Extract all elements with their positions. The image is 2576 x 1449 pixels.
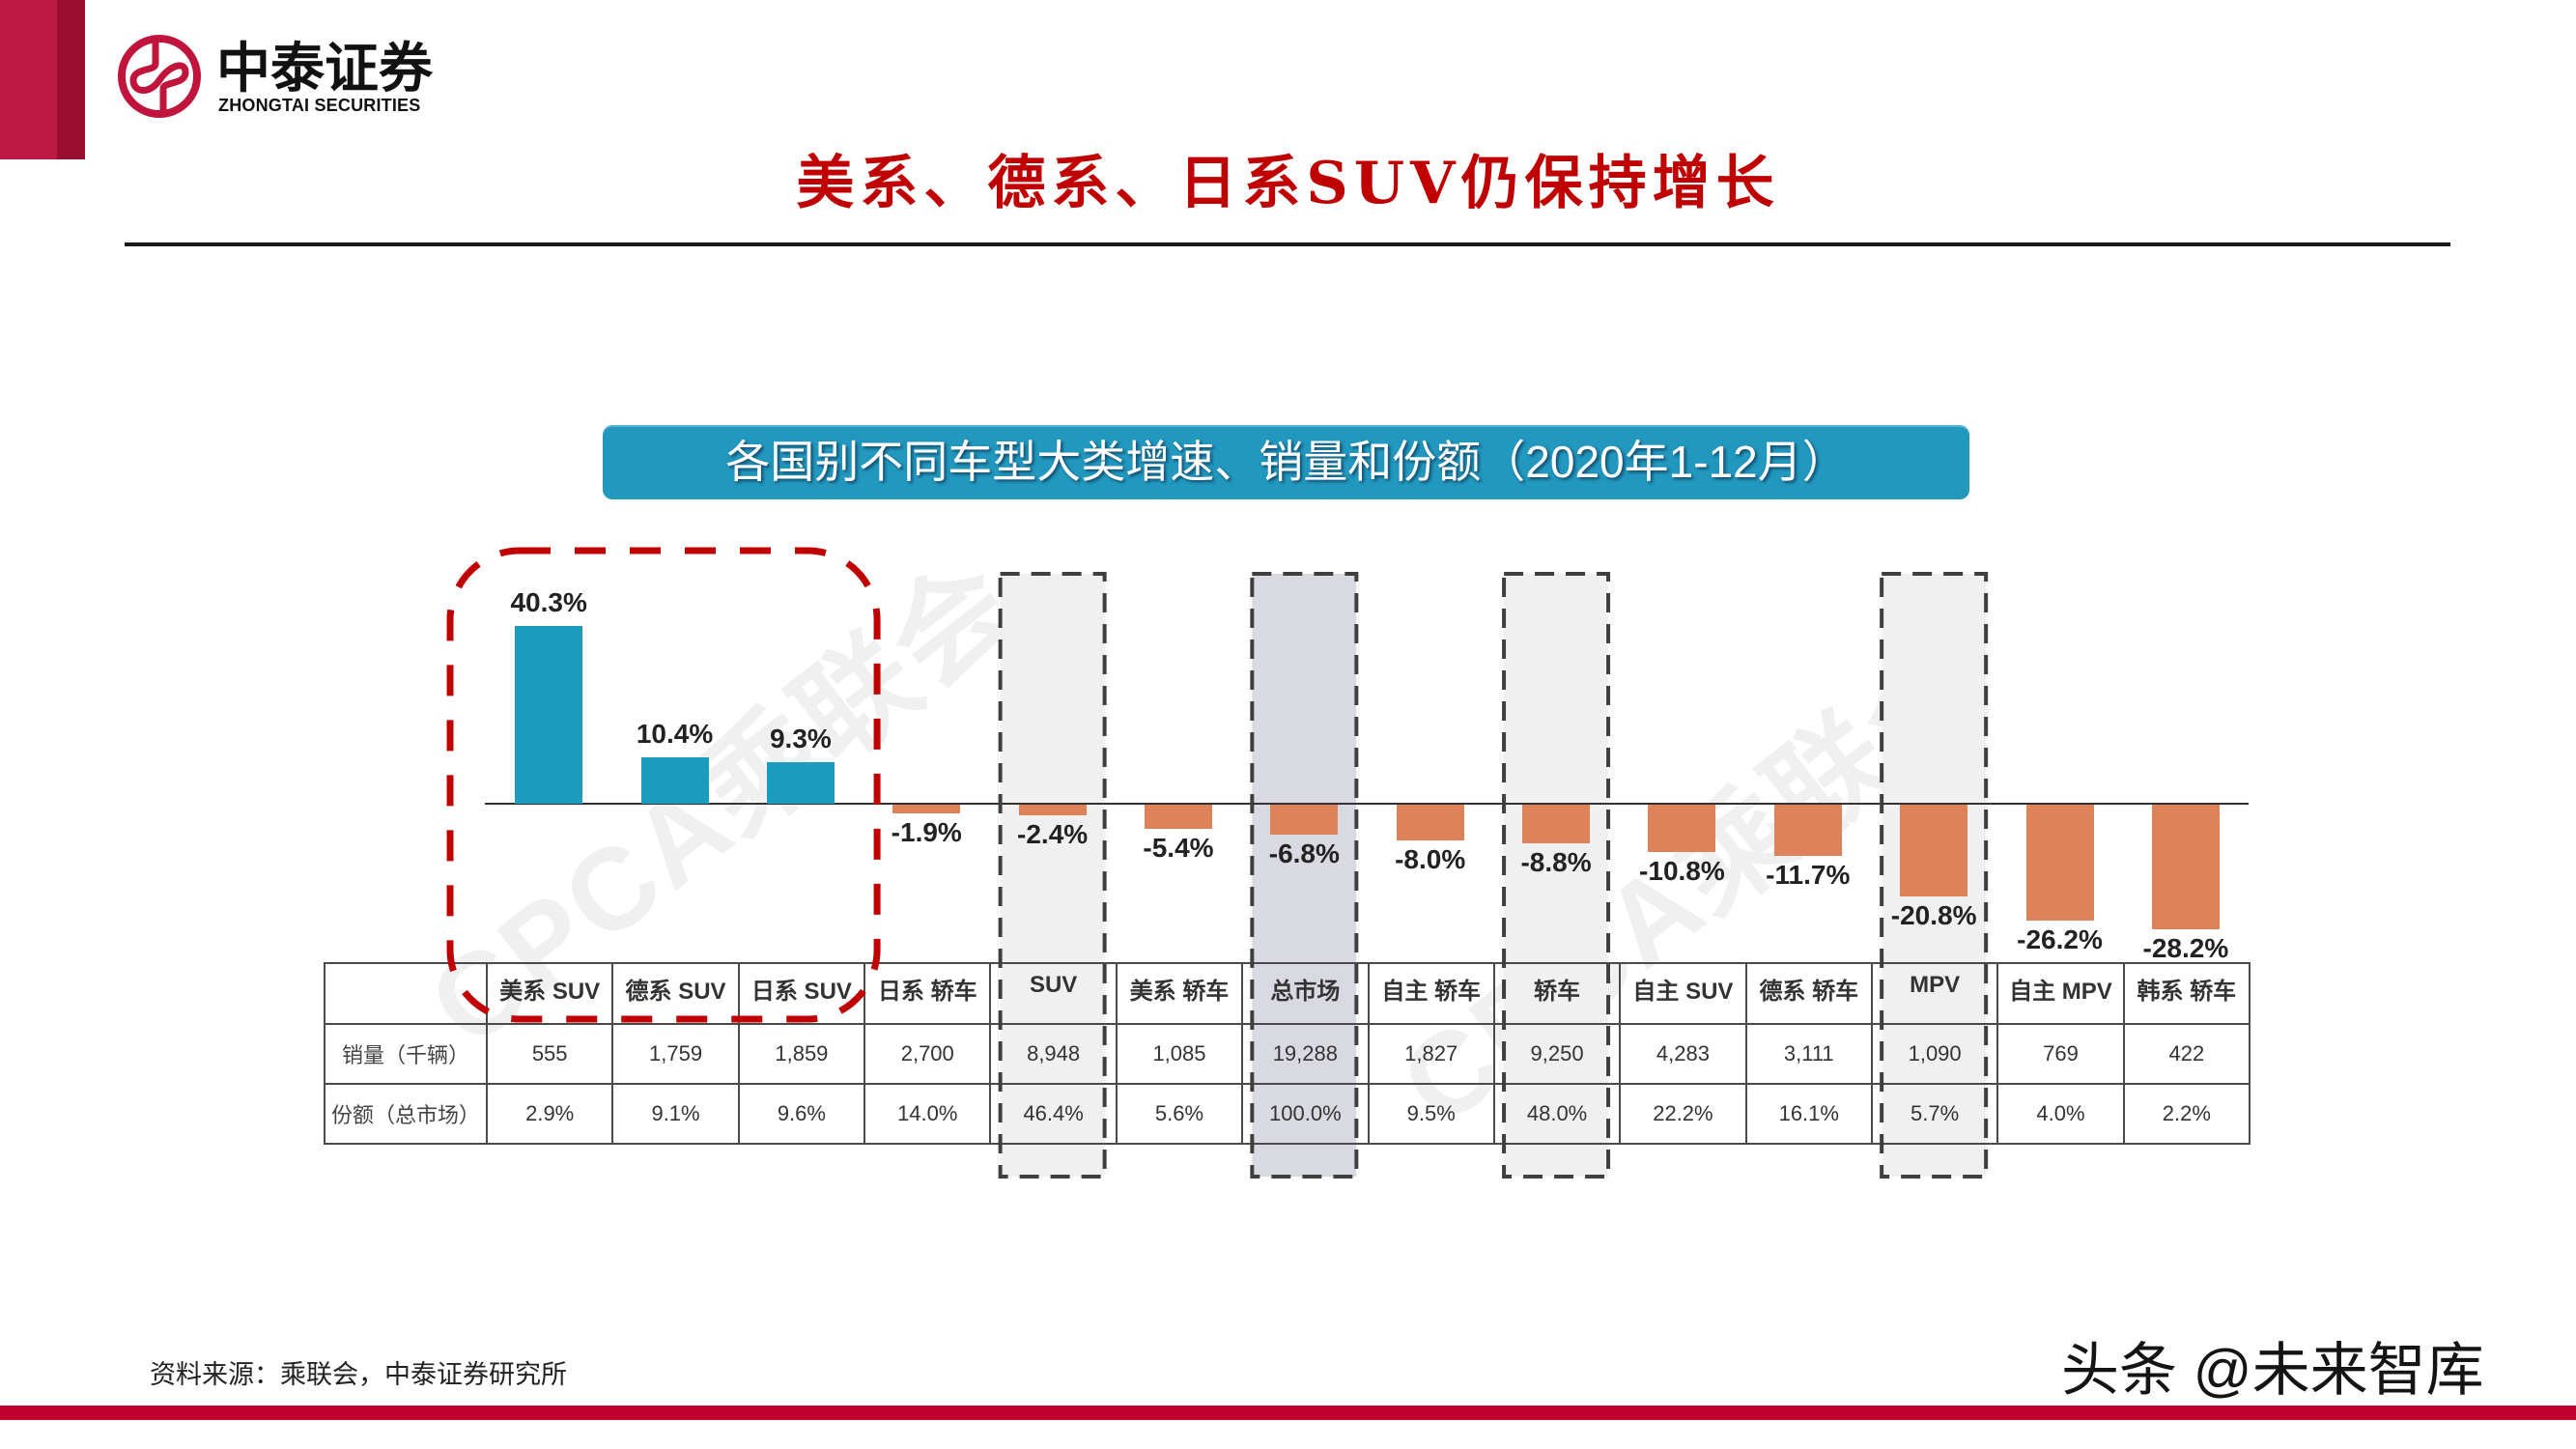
table-row: 份额（总市场） 2.9% 9.1% 9.6% 14.0% 46.4% 5.6% 100.0% 9…	[324, 1083, 2251, 1145]
table-cell: 2.9%	[485, 1083, 614, 1145]
table-cell: 1,090	[1870, 1023, 1999, 1085]
column-header: 总市场	[1241, 962, 1370, 1025]
brand-bar	[0, 0, 57, 159]
bar-value-label: -11.7%	[1766, 860, 1851, 891]
column-header: 自主 MPV	[1996, 962, 2125, 1025]
column-header: 轿车	[1492, 962, 1622, 1025]
row-label: 份额（总市场）	[324, 1083, 488, 1145]
table-cell: 14.0%	[863, 1083, 992, 1145]
table-cell: 5.6%	[1115, 1083, 1244, 1145]
bar-negative	[1522, 805, 1591, 844]
bar-value-label: 9.3%	[769, 724, 832, 754]
table-cell: 9,250	[1492, 1023, 1622, 1085]
bar-value-label: 40.3%	[510, 586, 587, 617]
footer-watermark: 头条 @未来智库	[2061, 1338, 2484, 1403]
zero-axis-line	[485, 803, 2249, 805]
table-cell: 19,288	[1241, 1023, 1370, 1085]
bar-value-label: -8.0%	[1395, 843, 1466, 874]
bar-value-label: -10.8%	[1639, 856, 1725, 887]
column-header: 美系 轿车	[1115, 962, 1244, 1025]
column-header: 自主 轿车	[1367, 962, 1495, 1025]
bar-negative	[892, 805, 961, 813]
bar-negative	[1900, 805, 1968, 897]
bar-negative	[1144, 805, 1212, 829]
bar-negative	[2151, 805, 2220, 929]
chart-title-banner: 各国别不同车型大类增速、销量和份额（2020年1-12月）	[603, 425, 1969, 499]
bar-value-label: -26.2%	[2017, 923, 2103, 954]
table-cell: 8,948	[989, 1023, 1118, 1085]
table-cell: 48.0%	[1492, 1083, 1622, 1145]
table-cell: 769	[1996, 1023, 2125, 1085]
bar-negative	[1018, 805, 1087, 815]
table-cell: 4,283	[1619, 1023, 1747, 1085]
row-label: 销量（千辆）	[324, 1023, 488, 1085]
column-header: MPV	[1870, 962, 1999, 1025]
column-header: 美系 SUV	[485, 962, 614, 1025]
table-row: 销量（千辆） 555 1,759 1,859 2,700 8,948 1,085 19,288…	[324, 1023, 2251, 1085]
bar-value-label: -1.9%	[891, 816, 962, 847]
bar-positive	[766, 762, 835, 804]
table-cell: 1,827	[1367, 1023, 1495, 1085]
bar-value-label: -5.4%	[1143, 832, 1214, 863]
bar-value-label: 10.4%	[636, 719, 714, 750]
table-cell: 1,759	[611, 1023, 740, 1085]
table-cell: 3,111	[1744, 1023, 1873, 1085]
brand-bar-dark	[57, 0, 85, 159]
table-cell: 9.1%	[611, 1083, 740, 1145]
column-header: 自主 SUV	[1619, 962, 1747, 1025]
table-cell: 2,700	[863, 1023, 992, 1085]
table-cell: 100.0%	[1241, 1083, 1370, 1145]
bar-negative	[1648, 805, 1716, 853]
bar-positive	[515, 625, 583, 804]
column-header: 韩系 轿车	[2122, 962, 2251, 1025]
table-cell: 9.5%	[1367, 1083, 1495, 1145]
column-header: 日系 轿车	[863, 962, 992, 1025]
bar-value-label: -28.2%	[2142, 932, 2229, 963]
table-cell: 22.2%	[1619, 1083, 1747, 1145]
title-divider	[125, 242, 2450, 246]
table-header-row: 美系 SUV 德系 SUV 日系 SUV 日系 轿车 SUV 美系 轿车 总市场 自主 轿车轿…	[324, 962, 2251, 1025]
bar-negative	[1270, 805, 1339, 836]
table-cell: 46.4%	[989, 1083, 1118, 1145]
table-cell: 9.6%	[737, 1083, 866, 1145]
zhongtai-logo-icon	[118, 35, 201, 118]
source-note: 资料来源：乘联会，中泰证券研究所	[150, 1360, 567, 1390]
bar-value-label: -6.8%	[1268, 838, 1340, 869]
bar-value-label: -20.8%	[1890, 900, 1977, 931]
bar-negative	[1396, 805, 1464, 840]
footer-divider	[0, 1406, 2576, 1420]
table-cell: 5.7%	[1870, 1083, 1999, 1145]
table-cell: 555	[485, 1023, 614, 1085]
page-title: 美系、德系、日系SUV仍保持增长	[796, 150, 1780, 217]
table-cell: 422	[2122, 1023, 2251, 1085]
logo-wordmark-cn: 中泰证券	[216, 38, 433, 100]
bar-negative	[2025, 805, 2094, 921]
table-cell: 2.2%	[2122, 1083, 2251, 1145]
bar-negative	[1773, 805, 1842, 857]
bar-value-label: -2.4%	[1017, 818, 1089, 849]
table-cell: 1,085	[1115, 1023, 1244, 1085]
bar-positive	[640, 757, 709, 804]
table-cell: 16.1%	[1744, 1083, 1873, 1145]
column-header: 德系 轿车	[1744, 962, 1873, 1025]
bar-value-label: -8.8%	[1520, 847, 1592, 878]
data-table: 美系 SUV 德系 SUV 日系 SUV 日系 轿车 SUV 美系 轿车 总市场 自主 轿车轿…	[324, 962, 2251, 1145]
column-header: 德系 SUV	[611, 962, 740, 1025]
column-header: 日系 SUV	[737, 962, 866, 1025]
table-corner-cell	[324, 962, 488, 1025]
column-header: SUV	[989, 962, 1118, 1025]
table-cell: 1,859	[737, 1023, 866, 1085]
table-cell: 4.0%	[1996, 1083, 2125, 1145]
logo-wordmark-en: ZHONGTAI SECURITIES	[218, 96, 421, 115]
